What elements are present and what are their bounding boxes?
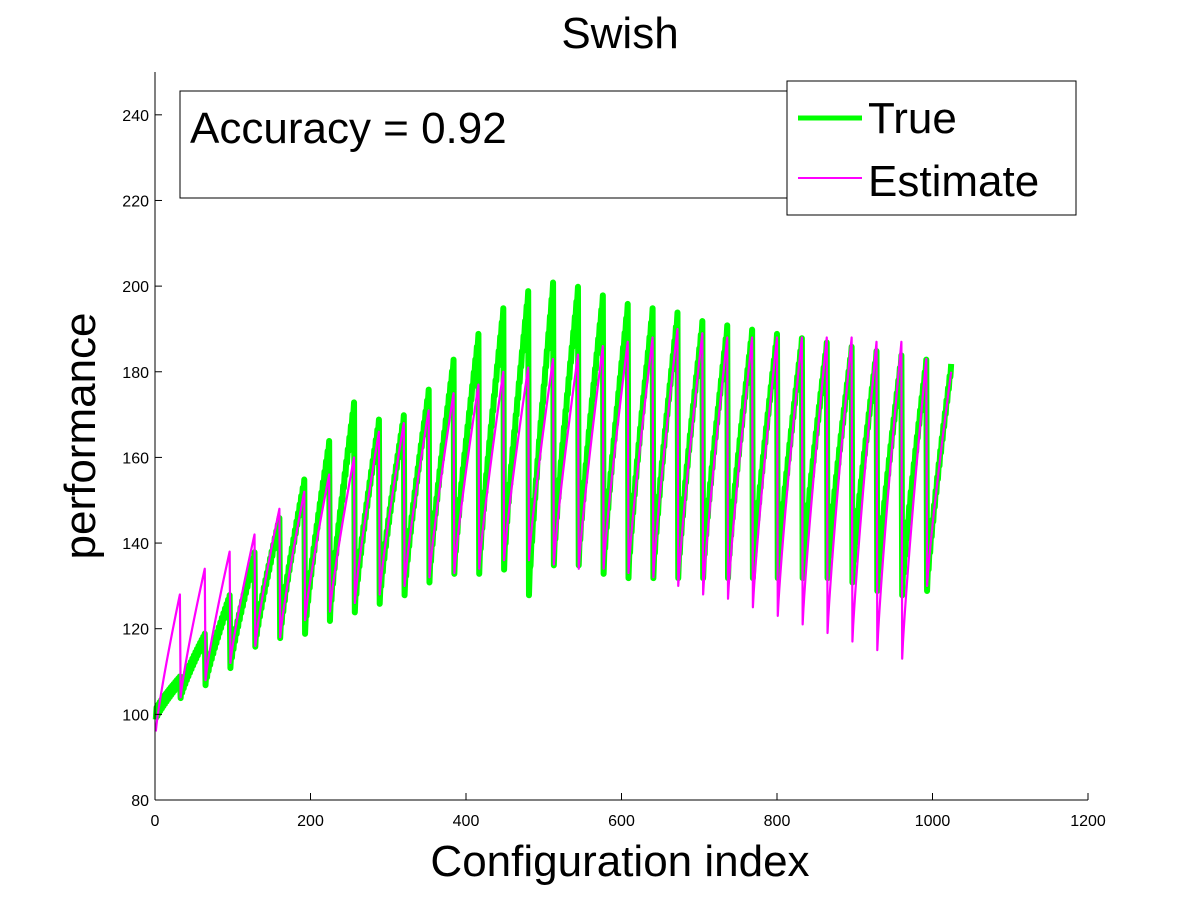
legend: True Estimate xyxy=(786,80,1077,216)
y-tick-label: 140 xyxy=(122,536,149,553)
series-layer xyxy=(152,279,955,732)
y-tick-label: 100 xyxy=(122,707,149,724)
x-tick-label: 1200 xyxy=(1070,813,1106,830)
x-axis-label: Configuration index xyxy=(430,837,809,886)
x-tick-label: 600 xyxy=(608,813,635,830)
legend-label-true: True xyxy=(868,94,957,143)
x-ticks: 0 200 400 600 800 1000 1200 xyxy=(151,793,1106,830)
y-tick-label: 120 xyxy=(122,622,149,639)
y-tick-label: 220 xyxy=(122,193,149,210)
x-tick-label: 1000 xyxy=(915,813,951,830)
series-line-estimate xyxy=(154,327,953,732)
x-tick-label: 400 xyxy=(453,813,480,830)
x-tick-label: 800 xyxy=(764,813,791,830)
y-tick-label: 240 xyxy=(122,108,149,125)
x-tick-label: 200 xyxy=(297,813,324,830)
y-tick-label: 200 xyxy=(122,279,149,296)
y-tick-label: 160 xyxy=(122,450,149,467)
legend-label-estimate: Estimate xyxy=(868,157,1039,206)
annotation-text: Accuracy = 0.92 xyxy=(190,104,507,153)
y-ticks: 80 100 120 140 160 180 200 220 240 xyxy=(122,108,162,810)
accuracy-annotation: Accuracy = 0.92 xyxy=(179,90,793,199)
y-tick-label: 80 xyxy=(131,793,149,810)
chart-title: Swish xyxy=(561,9,678,58)
y-tick-label: 180 xyxy=(122,365,149,382)
x-tick-label: 0 xyxy=(151,813,160,830)
y-axis-label: performance xyxy=(56,312,105,559)
annotation-frame xyxy=(179,90,793,199)
legend-frame xyxy=(786,80,1077,216)
